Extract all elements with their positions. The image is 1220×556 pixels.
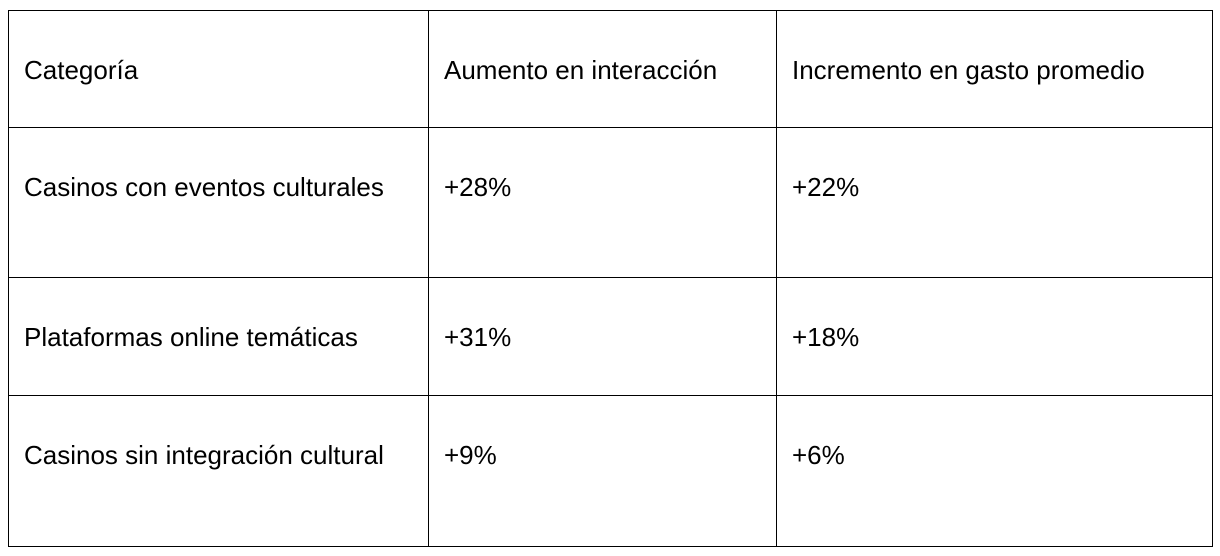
body-text: +9%	[444, 440, 497, 470]
body-text: +28%	[444, 172, 512, 202]
body-text: Casinos con eventos culturales	[24, 172, 384, 202]
header-cell: Aumento en interacción	[428, 10, 777, 128]
body-cell: +6%	[776, 395, 1213, 547]
body-text: +22%	[792, 172, 860, 202]
data-table: Categoría Aumento en interacción Increment…	[8, 10, 1213, 547]
body-row: Casinos sin integración cultural +9% +6%	[8, 395, 1213, 547]
body-text: +6%	[792, 440, 845, 470]
header-text: Aumento en interacción	[444, 55, 718, 85]
body-cell: Plataformas online temáticas	[8, 277, 429, 396]
body-cell: +22%	[776, 127, 1213, 278]
header-row: Categoría Aumento en interacción Increment…	[8, 10, 1213, 128]
body-text: +31%	[444, 322, 512, 352]
body-text: Casinos sin integración cultural	[24, 440, 384, 470]
body-cell: +31%	[428, 277, 777, 396]
body-row: Casinos con eventos culturales +28% +22%	[8, 127, 1213, 278]
body-text: +18%	[792, 322, 860, 352]
header-cell: Incremento en gasto promedio	[776, 10, 1213, 128]
body-text: Plataformas online temáticas	[24, 322, 358, 352]
body-row: Plataformas online temáticas +31% +18%	[8, 277, 1213, 396]
body-cell: Casinos con eventos culturales	[8, 127, 429, 278]
header-cell: Categoría	[8, 10, 429, 128]
body-cell: +28%	[428, 127, 777, 278]
table-body: Categoría Aumento en interacción Increment…	[8, 10, 1213, 547]
body-cell: Casinos sin integración cultural	[8, 395, 429, 547]
body-cell: +9%	[428, 395, 777, 547]
header-text: Incremento en gasto promedio	[792, 55, 1145, 85]
header-text: Categoría	[24, 55, 139, 85]
body-cell: +18%	[776, 277, 1213, 396]
